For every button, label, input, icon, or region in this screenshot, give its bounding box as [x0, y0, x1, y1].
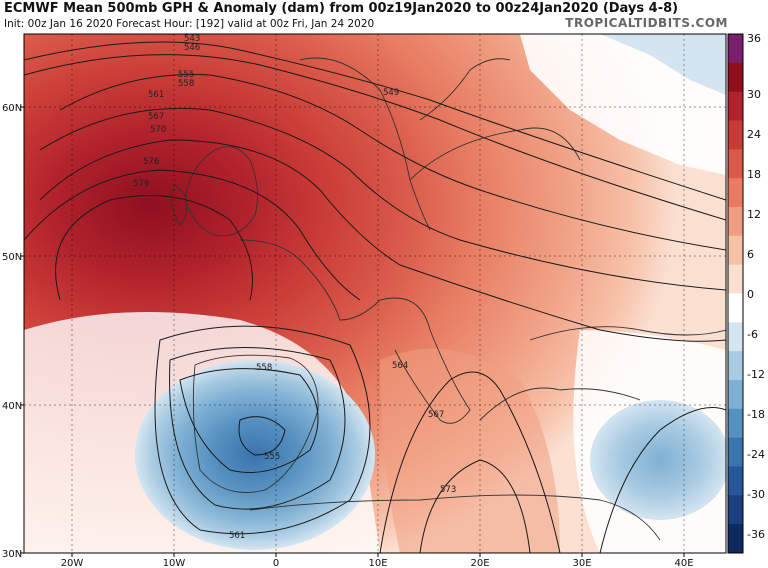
graticule [24, 34, 726, 553]
colorbar-tick-label: 36 [747, 32, 761, 45]
colorbar-segment [728, 62, 743, 93]
colorbar-tick-label: -12 [747, 368, 765, 381]
lat-label: 60N [2, 103, 22, 114]
contour-label: 543 [184, 34, 200, 44]
colorbar-segment [728, 380, 743, 410]
contour-label: 555 [264, 452, 280, 462]
lat-label: 30N [2, 549, 22, 560]
colorbar [727, 33, 744, 554]
colorbar-tick-label: -36 [747, 528, 765, 541]
colorbar-segment [728, 437, 743, 467]
site-brand: TROPICALTIDBITS.COM [565, 16, 728, 30]
anomaly-field: 543 546 555 558 561 567 570 576 579 549 … [24, 34, 726, 553]
colorbar-segment [728, 207, 743, 237]
colorbar-segment [728, 149, 743, 179]
colorbar-segment [728, 91, 743, 121]
lon-label: 30E [572, 558, 591, 568]
contour-label: 576 [143, 157, 159, 167]
lat-label: 50N [2, 252, 22, 263]
colorbar-segment [728, 178, 743, 208]
colorbar-frame [727, 33, 744, 554]
colorbar-segment [728, 120, 743, 150]
lon-label: 20E [470, 558, 489, 568]
colorbar-segment [728, 322, 743, 352]
contour-label: 564 [392, 361, 408, 371]
latitude-axis: 60N 50N 40N 30N [2, 103, 24, 560]
contour-label: 546 [184, 43, 200, 53]
colorbar-tick-label: 12 [747, 208, 761, 221]
contour-label: 561 [148, 90, 164, 100]
longitude-axis: 20W 10W 0 10E 20E 30E 40E [61, 553, 694, 568]
contour-labels: 543 546 555 558 561 567 570 576 579 549 … [133, 34, 456, 541]
contour-label: 570 [150, 125, 166, 135]
colorbar-tick-label: -24 [747, 448, 765, 461]
colorbar-segment [728, 466, 743, 496]
colorbar-tick-label: 6 [747, 248, 754, 261]
coastlines [170, 57, 726, 541]
colorbar-tick-label: -6 [747, 328, 758, 341]
colorbar-tick-label: 0 [747, 288, 754, 301]
colorbar-labels: 36 30 24 18 12 6 0 -6 -12 -18 -24 -30 -3… [747, 32, 765, 541]
contour-label: 579 [133, 179, 149, 189]
colorbar-segment [728, 524, 743, 554]
lat-label: 40N [2, 401, 22, 412]
middle-east-low [590, 400, 726, 520]
chart-subtitle: Init: 00z Jan 16 2020 Forecast Hour: [19… [4, 18, 375, 30]
colorbar-segment [728, 351, 743, 381]
colorbar-tick-label: -30 [747, 488, 765, 501]
lon-label: 10W [163, 558, 186, 568]
chart-title: ECMWF Mean 500mb GPH & Anomaly (dam) fro… [4, 1, 679, 16]
colorbar-segment [728, 495, 743, 525]
lon-label: 20W [61, 558, 84, 568]
lon-label: 40E [674, 558, 693, 568]
colorbar-segment [728, 408, 743, 439]
colorbar-tick-label: -18 [747, 408, 765, 421]
height-contours [24, 41, 726, 553]
lon-label: 10E [368, 558, 387, 568]
colorbar-segment [728, 34, 743, 64]
colorbar-segment [728, 264, 743, 294]
contour-label: 558 [256, 363, 272, 373]
contour-label: 555 [178, 70, 194, 80]
contour-label: 549 [383, 88, 399, 98]
contour-label: 567 [428, 410, 444, 420]
colorbar-segment [728, 293, 743, 323]
colorbar-tick-label: 24 [747, 128, 761, 141]
map-frame [23, 33, 727, 554]
contour-label: 573 [440, 485, 456, 495]
contour-label: 558 [178, 79, 194, 89]
colorbar-tick-label: 18 [747, 168, 761, 181]
colorbar-tick-label: 30 [747, 88, 761, 101]
contour-label: 561 [229, 531, 245, 541]
contour-label: 567 [148, 112, 164, 122]
colorbar-segment [728, 235, 743, 266]
lon-label: 0 [273, 558, 279, 568]
